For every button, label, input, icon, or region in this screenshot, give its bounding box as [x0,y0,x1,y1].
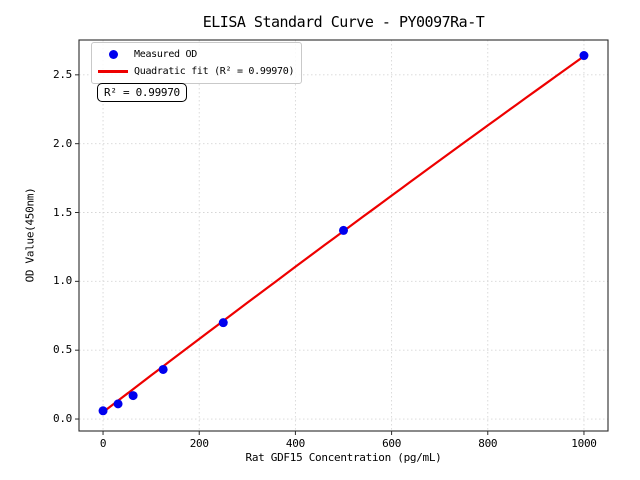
x-tick-label: 800 [478,437,498,450]
x-tick-label: 200 [189,437,209,450]
data-point [98,406,108,416]
y-tick-label: 0.5 [53,343,72,357]
y-tick-label: 0.0 [53,412,72,426]
r-squared-annotation: R² = 0.99970 [97,83,187,102]
y-tick-label: 2.0 [53,136,72,150]
data-point [579,51,589,61]
measured-od-marker-icon [108,50,118,59]
axes-frame [78,39,609,432]
legend-item-measured-od: Measured OD [96,46,294,63]
x-tick-label: 0 [99,437,107,450]
fit-line-marker-icon [98,70,128,73]
x-tick-label: 1000 [571,437,597,450]
x-tick-label: 600 [382,437,402,450]
y-tick-label: 2.5 [53,67,72,81]
y-tick-label: 1.0 [53,274,72,288]
legend-item-label: Measured OD [134,49,197,60]
legend-item-label: Quadratic fit (R² = 0.99970) [134,66,295,77]
x-tick-label: 400 [285,437,305,450]
x-axis-label: Rat GDF15 Concentration (pg/mL) [245,451,442,464]
data-point [218,318,228,328]
y-axis-label: OD Value(450nm) [23,187,37,283]
data-point [113,399,123,409]
y-tick-label: 1.5 [53,205,72,219]
legend-box: Measured OD Quadratic fit (R² = 0.99970) [91,42,303,84]
data-point [158,364,168,374]
data-point [128,391,138,401]
legend-item-quadratic-fit: Quadratic fit (R² = 0.99970) [96,63,294,80]
chart-title: ELISA Standard Curve - PY0097Ra-T [202,13,485,31]
data-point [339,225,348,235]
